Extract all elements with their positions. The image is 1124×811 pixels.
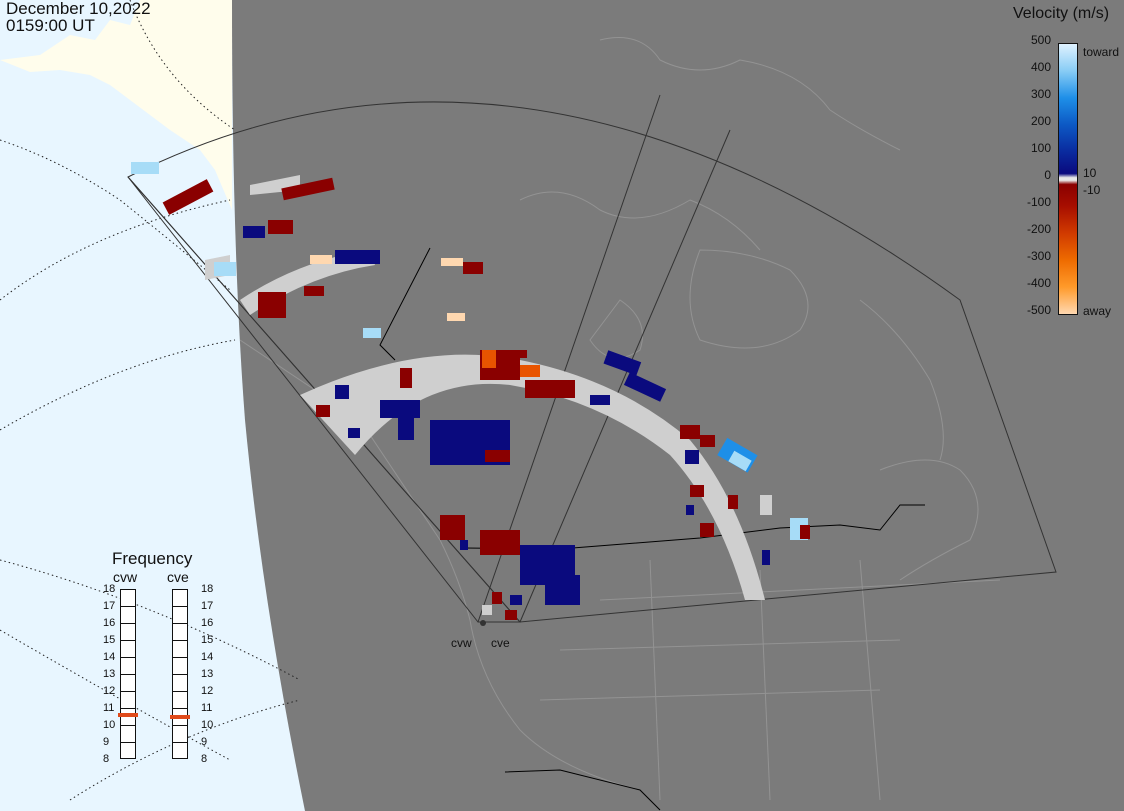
frequency-scale-label: 15 [103,634,116,646]
radar-site-dot [480,620,486,626]
velocity-tick-label: 100 [1030,141,1051,155]
frequency-grid-line [172,742,188,743]
frequency-scale-label: 8 [201,753,208,765]
velocity-legend-title: Velocity (m/s) [1013,5,1110,22]
freq-radar-name-cve: cve [167,569,189,585]
frequency-scale-label: 16 [201,617,214,629]
frequency-scale-label: 18 [103,583,116,595]
minus-threshold-label: -10 [1083,183,1101,197]
radar-label-cve: cve [491,636,510,650]
frequency-scale-label: 13 [103,668,116,680]
frequency-scale-label: 14 [103,651,116,663]
frequency-scale-label: 14 [201,651,214,663]
frequency-title: Frequency [112,549,193,568]
velocity-colorbar [1058,43,1078,315]
frequency-scale-label: 18 [201,583,214,595]
frequency-grid-line [172,657,188,658]
frequency-scale-label: 10 [201,719,214,731]
frequency-grid-line [120,742,136,743]
frequency-grid-line [172,640,188,641]
velocity-tick-label: 500 [1030,33,1051,47]
away-label: away [1083,304,1112,318]
velocity-tick-label: -400 [1026,276,1051,290]
velocity-tick-label: -500 [1026,303,1051,317]
velocity-tick-label: -300 [1026,249,1051,263]
toward-label: toward [1083,45,1120,59]
frequency-grid-line [120,640,136,641]
frequency-grid-line [120,623,136,624]
frequency-indicator [118,712,138,717]
frequency-scale-label: 13 [201,668,214,680]
frequency-scale-label: 15 [201,634,214,646]
frequency-grid-line [120,725,136,726]
frequency-scale-label: 17 [201,600,214,612]
frequency-grid-line [172,623,188,624]
globe-disc [232,0,1124,811]
velocity-tick-label: -200 [1026,222,1051,236]
freq-radar-name-cvw: cvw [113,569,138,585]
frequency-grid-line [120,606,136,607]
frequency-indicator [170,714,190,719]
header-date: December 10,2022 [6,0,151,18]
frequency-grid-line [120,674,136,675]
velocity-tick-label: 0 [1044,168,1051,182]
velocity-tick-label: 300 [1030,87,1051,101]
frequency-scale-label: 12 [103,685,116,697]
frequency-scale-label: 10 [103,719,116,731]
frequency-grid-line [120,708,136,709]
header-time: 0159:00 UT [6,16,95,35]
frequency-grid-line [172,606,188,607]
radar-label-cvw: cvw [451,636,472,650]
frequency-grid-line [172,674,188,675]
frequency-scale-label: 12 [201,685,214,697]
frequency-scale-label: 16 [103,617,116,629]
velocity-cells [131,162,810,620]
velocity-tick-label: -100 [1026,195,1051,209]
frequency-grid-line [172,691,188,692]
velocity-tick-label: 200 [1030,114,1051,128]
offmap-landmass [0,0,232,210]
frequency-grid-line [120,657,136,658]
frequency-grid-line [172,725,188,726]
frequency-scale-label: 11 [103,702,115,714]
frequency-scale-label: 11 [201,702,213,714]
velocity-tick-label: 400 [1030,60,1051,74]
frequency-scale-label: 17 [103,600,116,612]
frequency-grid-line [172,708,188,709]
plus-threshold-label: 10 [1083,166,1097,180]
frequency-scale-label: 9 [201,736,208,748]
frequency-grid-line [120,691,136,692]
frequency-scale-label: 9 [103,736,110,748]
graticule [0,0,301,801]
frequency-scale-label: 8 [103,753,110,765]
